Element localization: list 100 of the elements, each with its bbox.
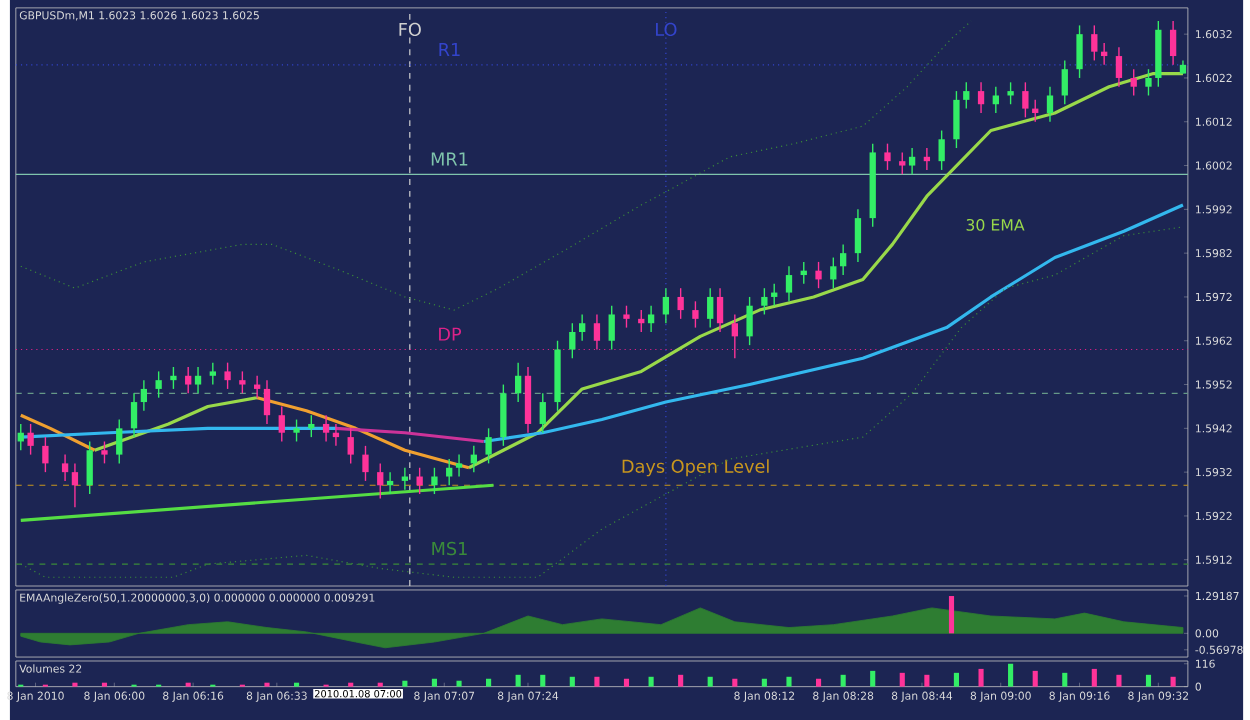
candlestick	[1169, 20, 1177, 66]
ref-line-label: MS1	[432, 541, 467, 556]
candlestick	[840, 243, 847, 276]
candlestick	[662, 287, 670, 324]
candlestick	[362, 445, 369, 482]
candlestick	[539, 392, 546, 434]
candlestick	[938, 129, 945, 171]
candlestick	[716, 287, 724, 333]
candlestick	[194, 366, 202, 394]
candlestick	[101, 440, 108, 464]
bar	[1145, 674, 1152, 687]
bar	[1170, 676, 1176, 687]
bar	[870, 670, 876, 687]
candlestick	[884, 142, 891, 171]
ref-line-label: R1	[439, 42, 460, 56]
candlestick	[579, 313, 586, 342]
bar	[515, 674, 521, 687]
candlestick	[1115, 46, 1123, 88]
candlestick	[963, 81, 970, 110]
candlestick	[854, 208, 862, 263]
ref-line-label: MR1	[431, 152, 468, 166]
candlestick	[815, 261, 822, 289]
bar	[1062, 672, 1068, 687]
candlestick	[239, 370, 246, 394]
candlestick	[731, 313, 738, 359]
bar	[1032, 670, 1038, 687]
bar	[1008, 663, 1014, 687]
bar	[456, 680, 462, 687]
candlestick	[908, 147, 916, 175]
candlestick	[116, 418, 123, 464]
candlestick	[514, 361, 522, 403]
candlestick	[593, 313, 601, 351]
bar	[623, 678, 630, 687]
candlestick	[431, 466, 438, 495]
candlestick	[263, 379, 271, 425]
candlestick	[899, 151, 906, 175]
candlestick	[140, 379, 148, 412]
candlestick	[278, 405, 285, 443]
candlestick	[677, 287, 684, 320]
bar	[678, 674, 684, 687]
candlestick	[130, 392, 138, 438]
bar	[786, 676, 792, 687]
candlestick	[170, 366, 177, 390]
candlestick	[416, 466, 423, 495]
candlestick	[707, 287, 714, 329]
candlestick	[623, 304, 630, 329]
candlestick	[42, 436, 49, 473]
bar	[953, 672, 959, 687]
bar	[761, 678, 767, 687]
ref-line-label: Days Open Level	[622, 459, 769, 477]
bar	[978, 668, 984, 687]
candlestick	[1061, 59, 1068, 105]
candlestick	[608, 304, 615, 351]
candlestick	[209, 361, 216, 386]
bar	[594, 676, 600, 687]
candlestick	[485, 427, 492, 464]
candlestick	[455, 453, 463, 478]
candlestick	[953, 90, 960, 149]
bar	[707, 676, 713, 687]
candlestick	[1046, 85, 1054, 123]
candlestick	[377, 462, 384, 500]
candlestick	[1007, 81, 1014, 105]
candlestick	[500, 383, 507, 447]
bar	[431, 678, 437, 687]
ref-line-label: FO	[399, 22, 421, 36]
candlestick	[86, 440, 93, 495]
candlestick	[71, 462, 79, 508]
bar	[840, 674, 846, 687]
candlestick	[1130, 68, 1137, 97]
candlestick	[224, 361, 231, 390]
candlestick	[1076, 24, 1083, 79]
ref-line-label: DP	[439, 327, 462, 341]
candlestick	[830, 256, 837, 289]
ref-line-label: LO	[656, 22, 677, 36]
bar	[402, 680, 408, 687]
bar	[1091, 668, 1097, 687]
candlestick	[347, 427, 354, 464]
candlestick	[746, 296, 753, 346]
candlestick	[1145, 68, 1152, 97]
candlestick	[155, 370, 162, 399]
candlestick	[185, 366, 192, 394]
candlestick	[692, 300, 699, 329]
candlestick	[446, 458, 453, 486]
candlestick	[569, 322, 576, 359]
bar	[569, 676, 575, 687]
candlestick	[977, 81, 985, 114]
candlestick	[27, 423, 34, 456]
bar	[486, 678, 492, 687]
candlestick	[293, 418, 300, 443]
bar	[899, 672, 905, 687]
candlestick	[992, 85, 999, 114]
candlestick	[1091, 24, 1098, 62]
bar	[540, 674, 546, 687]
bar	[648, 676, 654, 687]
bar	[732, 678, 738, 687]
candlestick	[322, 414, 330, 443]
candlestick	[61, 453, 69, 482]
candlestick	[1022, 81, 1029, 118]
bar	[924, 674, 930, 687]
candlestick	[761, 287, 768, 316]
